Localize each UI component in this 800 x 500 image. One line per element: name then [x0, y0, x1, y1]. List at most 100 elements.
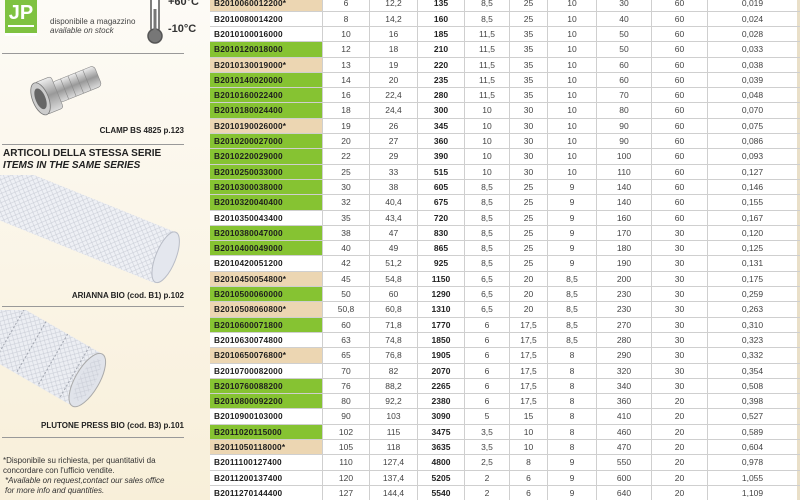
table-cell: 6 [510, 485, 548, 500]
table-cell: 51,2 [370, 256, 418, 271]
table-cell: 20 [370, 72, 418, 88]
table-row: B2010630074800 63 74,8 1850 6 17,5 8,5 280 30 0,3… [210, 332, 800, 349]
logo-text: JP [8, 2, 34, 24]
table-cell: 0,527 [708, 409, 800, 424]
table-cell: 17,5 [510, 317, 548, 332]
table-cell: 24,4 [370, 103, 418, 118]
clamp-fitting-image [30, 66, 102, 116]
product-code-cell: B2010120018000 [210, 42, 323, 57]
table-cell: 49 [370, 241, 418, 256]
table-cell: 25 [510, 210, 548, 225]
table-cell: 2070 [418, 363, 465, 378]
table-cell: 60 [652, 103, 708, 118]
table-cell: 76 [323, 378, 370, 394]
table-cell: 60,8 [370, 302, 418, 317]
table-cell: 60 [597, 57, 652, 72]
table-cell: 60 [652, 11, 708, 26]
table-row: B2010650076800* 65 76,8 1905 6 17,5 8 290 30 0,33… [210, 348, 800, 364]
table-cell: 3,5 [465, 440, 510, 455]
table-cell: 0,978 [708, 455, 800, 470]
table-cell: 10 [465, 134, 510, 149]
table-cell: 103 [370, 409, 418, 424]
table-cell: 11,5 [465, 57, 510, 72]
product-code-cell: B2010508060800* [210, 302, 323, 317]
table-cell: 2,5 [465, 455, 510, 470]
table-cell: 8 [548, 440, 597, 455]
product-code-cell: B2010450054800* [210, 271, 323, 287]
table-cell: 18 [323, 103, 370, 118]
table-cell: 0,131 [708, 256, 800, 271]
table-cell: 80 [323, 394, 370, 409]
table-cell: 20 [510, 302, 548, 317]
table-cell: 220 [418, 57, 465, 72]
product-code-cell: B2010380047000 [210, 225, 323, 241]
table-cell: 20 [510, 287, 548, 302]
table-cell: 9 [548, 225, 597, 241]
table-cell: 160 [418, 11, 465, 26]
table-cell: 925 [418, 256, 465, 271]
table-cell: 0,070 [708, 103, 800, 118]
table-row: B2011200137400 120 137,4 5205 2 6 9 600 20 1,055 [210, 470, 800, 486]
table-cell: 74,8 [370, 332, 418, 348]
table-cell: 10 [548, 57, 597, 72]
product-code-cell: B2010760088200 [210, 378, 323, 394]
table-cell: 38 [370, 179, 418, 195]
table-cell: 8,5 [465, 179, 510, 195]
table-cell: 3090 [418, 409, 465, 424]
table-row: B2010350043400 35 43,4 720 8,5 25 9 160 60 0,167 [210, 210, 800, 226]
product-code-cell: B2010200027000 [210, 134, 323, 149]
table-cell: 8 [323, 11, 370, 26]
table-cell: 45 [323, 271, 370, 287]
table-cell: 115 [370, 424, 418, 440]
table-cell: 8,5 [548, 287, 597, 302]
table-cell: 25 [510, 225, 548, 241]
table-cell: 6 [510, 470, 548, 485]
table-cell: 35 [510, 27, 548, 42]
table-cell: 140 [597, 179, 652, 195]
table-cell: 0,028 [708, 27, 800, 42]
table-cell: 135 [418, 0, 465, 11]
table-cell: 9 [548, 210, 597, 225]
table-cell: 9 [548, 241, 597, 256]
table-cell: 54,8 [370, 271, 418, 287]
table-cell: 0,354 [708, 363, 800, 378]
product-code-cell: B2011200137400 [210, 470, 323, 485]
table-cell: 10 [548, 0, 597, 11]
table-cell: 340 [597, 378, 652, 394]
table-cell: 38 [323, 225, 370, 241]
table-cell: 345 [418, 118, 465, 134]
table-cell: 5205 [418, 470, 465, 485]
table-cell: 12 [323, 42, 370, 57]
table-cell: 1150 [418, 271, 465, 287]
table-cell: 8 [548, 409, 597, 424]
table-cell: 25 [510, 11, 548, 26]
table-cell: 76,8 [370, 348, 418, 363]
table-cell: 9 [548, 455, 597, 470]
table-cell: 18 [370, 42, 418, 57]
product-code-cell: B2010130019000* [210, 57, 323, 72]
table-cell: 8 [548, 363, 597, 378]
table-cell: 9 [548, 195, 597, 210]
table-row: B2010300038000 30 38 605 8,5 25 9 140 60 0,146 [210, 179, 800, 196]
product-code-cell: B2011100127400 [210, 455, 323, 470]
table-cell: 35 [510, 88, 548, 103]
availability-en: available on stock [50, 26, 114, 35]
table-cell: 9 [548, 179, 597, 195]
divider [2, 437, 184, 438]
table-cell: 17,5 [510, 332, 548, 348]
table-cell: 40 [323, 241, 370, 256]
table-row: B2010450054800* 45 54,8 1150 6,5 20 8,5 200 30 0,… [210, 271, 800, 288]
table-cell: 10 [548, 103, 597, 118]
table-cell: 60 [652, 27, 708, 42]
table-row: B2011100127400 110 127,4 4800 2,5 8 9 550 20 0,97… [210, 455, 800, 471]
table-cell: 30 [652, 363, 708, 378]
table-cell: 25 [510, 256, 548, 271]
table-cell: 3475 [418, 424, 465, 440]
table-cell: 300 [418, 103, 465, 118]
table-cell: 20 [652, 440, 708, 455]
table-cell: 105 [323, 440, 370, 455]
table-cell: 30 [652, 256, 708, 271]
table-cell: 30 [510, 103, 548, 118]
table-cell: 26 [370, 118, 418, 134]
table-cell: 8,5 [465, 241, 510, 256]
